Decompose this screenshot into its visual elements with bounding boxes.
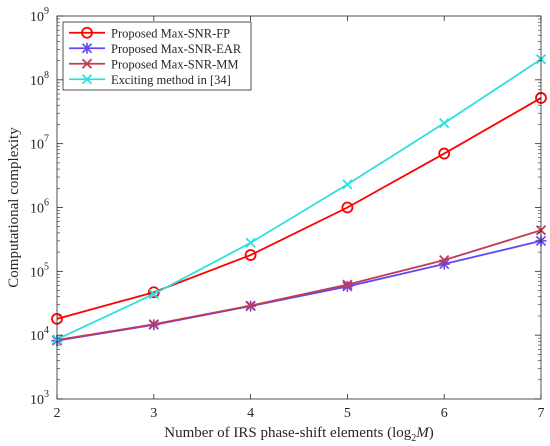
y-tick-label: 109 (30, 6, 49, 25)
x-tick-label: 3 (150, 406, 157, 421)
x-axis-label-close: ) (429, 425, 434, 441)
x-tick-label: 6 (441, 406, 448, 421)
x-tick-label: 5 (344, 406, 351, 421)
series-line-proposed-max-snr-fp (56, 97, 542, 320)
data-point-exciting-method-in-34 (245, 237, 256, 248)
data-point-proposed-max-snr-ear (341, 280, 353, 292)
x-axis-label-text: Number of IRS phase-shift elements (log (164, 425, 412, 441)
legend-item-exciting-method-in-34: Exciting method in [34] (69, 73, 231, 87)
legend-marker (81, 58, 93, 69)
ticks-layer: 2 3 4 5 6 7 103 104 105 106 107 108 109 (30, 6, 545, 421)
data-point-exciting-method-in-34 (439, 117, 450, 129)
legend: Proposed Max-SNR-FP Proposed Max-SNR-EARP… (62, 21, 252, 91)
legend-marker (81, 42, 93, 54)
x-tick-label: 7 (538, 406, 545, 421)
data-point-proposed-max-snr-mm (148, 319, 159, 330)
y-axis-label: Computational complexity (6, 127, 22, 288)
legend-marker (81, 26, 93, 39)
legend-item-proposed-max-snr-mm: Proposed Max-SNR-MM (69, 57, 238, 71)
data-point-proposed-max-snr-fp (244, 249, 257, 261)
y-tick-label: 105 (30, 261, 49, 280)
data-point-proposed-max-snr-fp (341, 201, 354, 214)
data-point-exciting-method-in-34 (148, 288, 159, 300)
series-line-exciting-method-in-34 (56, 58, 542, 341)
data-point-proposed-max-snr-mm (439, 254, 450, 266)
y-tick-label: 106 (30, 198, 49, 217)
x-tick-label: 4 (247, 406, 254, 421)
y-tick-label: 108 (30, 70, 49, 89)
legend-item-proposed-max-snr-ear: Proposed Max-SNR-EAR (69, 42, 242, 56)
x-axis-label: Number of IRS phase-shift elements (log2… (164, 425, 434, 444)
legend-item-proposed-max-snr-fp: Proposed Max-SNR-FP (69, 26, 230, 40)
y-tick-label: 103 (30, 389, 49, 408)
data-point-proposed-max-snr-ear (438, 258, 450, 270)
x-axis-label-var: M (415, 425, 430, 441)
legend-marker (81, 74, 93, 85)
series-layer (51, 54, 547, 347)
y-tick-label: 104 (30, 325, 49, 344)
legend-label: Proposed Max-SNR-MM (111, 57, 238, 71)
series-exciting-method-in-34 (51, 54, 547, 345)
legend-label: Proposed Max-SNR-FP (111, 26, 230, 40)
legend-label: Exciting method in [34] (111, 73, 231, 87)
data-point-proposed-max-snr-fp (438, 147, 451, 160)
x-tick-label: 2 (54, 406, 61, 421)
data-point-proposed-max-snr-mm (342, 279, 353, 290)
x-axis-label-sub: 2 (411, 433, 416, 444)
series-line-proposed-max-snr-mm (56, 229, 542, 341)
data-point-exciting-method-in-34 (342, 179, 353, 190)
legend-label: Proposed Max-SNR-EAR (111, 42, 242, 56)
y-tick-label: 107 (30, 134, 49, 153)
data-point-proposed-max-snr-mm (245, 300, 256, 311)
